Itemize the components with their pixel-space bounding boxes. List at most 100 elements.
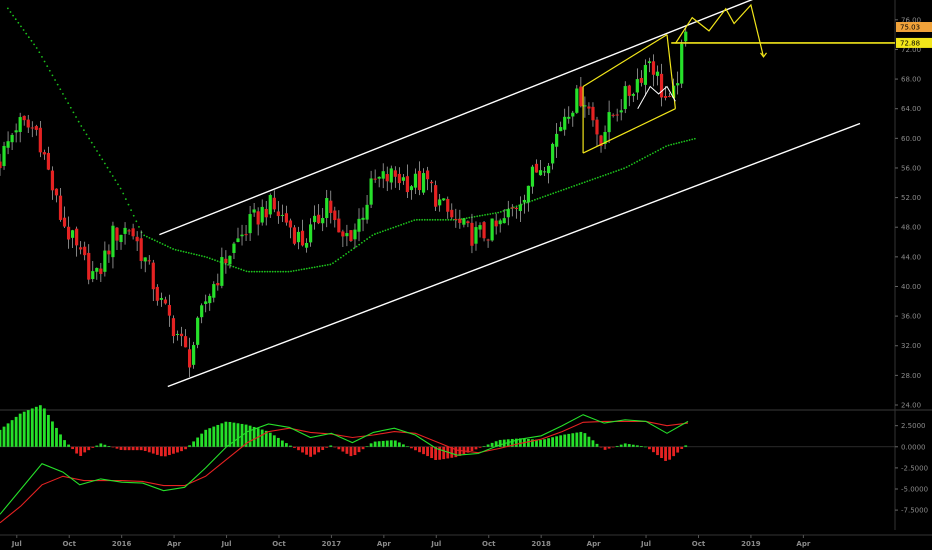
candle-body <box>260 206 264 223</box>
macd-histogram-bar <box>188 445 191 447</box>
macd-histogram-bar <box>680 446 684 449</box>
macd-histogram-bar <box>10 420 14 447</box>
sma-dot <box>148 236 151 239</box>
sma-dot <box>151 238 153 240</box>
sma-dot <box>159 241 161 244</box>
macd-histogram-bar <box>490 442 494 447</box>
macd-tick-label: 2.5000 <box>901 422 926 430</box>
sma-dot <box>27 36 30 39</box>
macd-histogram-bar <box>644 446 647 448</box>
macd-histogram-bar <box>514 438 518 447</box>
sma-dot <box>103 162 106 165</box>
macd-histogram-bar <box>486 444 490 447</box>
macd-histogram-bar <box>22 411 26 447</box>
candle-body <box>349 230 353 241</box>
macd-histogram-bar <box>309 446 313 457</box>
macd-histogram-bar <box>71 446 75 450</box>
macd-histogram-bar <box>47 414 50 447</box>
sma-dot <box>206 256 209 259</box>
macd-histogram-bar <box>531 439 534 447</box>
sma-dot <box>143 234 146 237</box>
candle-body <box>623 86 627 110</box>
sma-dot <box>505 209 507 211</box>
sma-dot <box>200 255 203 257</box>
sma-dot <box>400 223 403 226</box>
candle-body <box>208 295 212 304</box>
candle-body <box>446 199 450 212</box>
candle-body <box>99 268 103 274</box>
sma-dot <box>313 266 316 269</box>
sma-dot <box>329 263 332 266</box>
macd-histogram-bar <box>571 433 575 447</box>
price-tick-label: 24.00 <box>901 402 921 410</box>
candle-body <box>325 198 329 219</box>
sma-dot <box>628 164 631 167</box>
sma-dot <box>300 268 303 271</box>
candle-body <box>611 114 615 116</box>
macd-histogram-bar <box>543 439 546 447</box>
price-tick-label: 76.00 <box>901 16 921 24</box>
macd-histogram-bar <box>147 446 151 453</box>
macd-histogram-bar <box>454 446 458 458</box>
candle-body <box>393 170 397 177</box>
sma-dot <box>326 264 329 266</box>
macd-histogram-bar <box>567 433 571 447</box>
macd-histogram-bar <box>248 425 252 447</box>
sma-dot <box>670 143 673 146</box>
macd-histogram-bar <box>535 439 538 447</box>
sma-dot <box>350 249 353 252</box>
macd-histogram-bar <box>361 446 365 450</box>
sma-dot <box>405 222 408 224</box>
macd-histogram-bar <box>406 446 409 447</box>
sma-dot <box>6 7 9 10</box>
sma-dot <box>54 79 56 81</box>
sma-dot <box>22 29 25 31</box>
macd-histogram-bar <box>607 446 611 449</box>
candle-body <box>365 204 369 220</box>
flag-lower-line <box>582 108 676 154</box>
candle-body <box>559 127 563 132</box>
macd-histogram-bar <box>619 444 623 447</box>
candle-body <box>442 198 446 201</box>
sma-dot <box>90 141 93 144</box>
candle-body <box>486 239 490 241</box>
sma-dot <box>434 218 437 221</box>
macd-histogram-bar <box>155 446 159 455</box>
sma-dot <box>232 265 235 268</box>
sma-dot <box>439 218 442 221</box>
sma-dot <box>560 189 562 192</box>
macd-histogram-bar <box>224 421 228 447</box>
sma-dot <box>552 192 555 195</box>
sma-dot <box>127 203 130 206</box>
sma-dot <box>177 249 180 252</box>
candle-body <box>131 228 135 237</box>
sma-dot <box>353 247 355 250</box>
candle-body <box>46 152 51 170</box>
macd-histogram-bar <box>349 446 353 457</box>
sma-dot <box>203 255 206 258</box>
sma-dot <box>240 268 243 271</box>
candle-body <box>14 130 18 133</box>
sma-dot <box>363 240 366 242</box>
time-tick-label: Oct <box>692 540 706 548</box>
sma-dot <box>644 156 646 159</box>
sma-dot <box>187 252 190 254</box>
candle-body <box>115 227 119 241</box>
sma-dot <box>589 179 591 182</box>
sma-dot <box>279 270 282 273</box>
sma-dot <box>395 225 397 228</box>
level-label: 72.88 <box>900 39 920 47</box>
candle-body <box>179 333 184 337</box>
macd-histogram-bar <box>458 446 462 456</box>
candle-body <box>353 229 357 240</box>
candle-body <box>369 178 373 205</box>
macd-histogram-bar <box>470 446 474 451</box>
macd-histogram-bar <box>151 446 155 454</box>
macd-histogram-bar <box>478 446 482 448</box>
trend-drawings <box>159 0 895 388</box>
candle-body <box>494 220 498 227</box>
macd-histogram-bar <box>357 446 361 453</box>
sma-dot <box>415 218 418 221</box>
sma-dot <box>56 83 59 86</box>
candle-body <box>490 218 494 241</box>
